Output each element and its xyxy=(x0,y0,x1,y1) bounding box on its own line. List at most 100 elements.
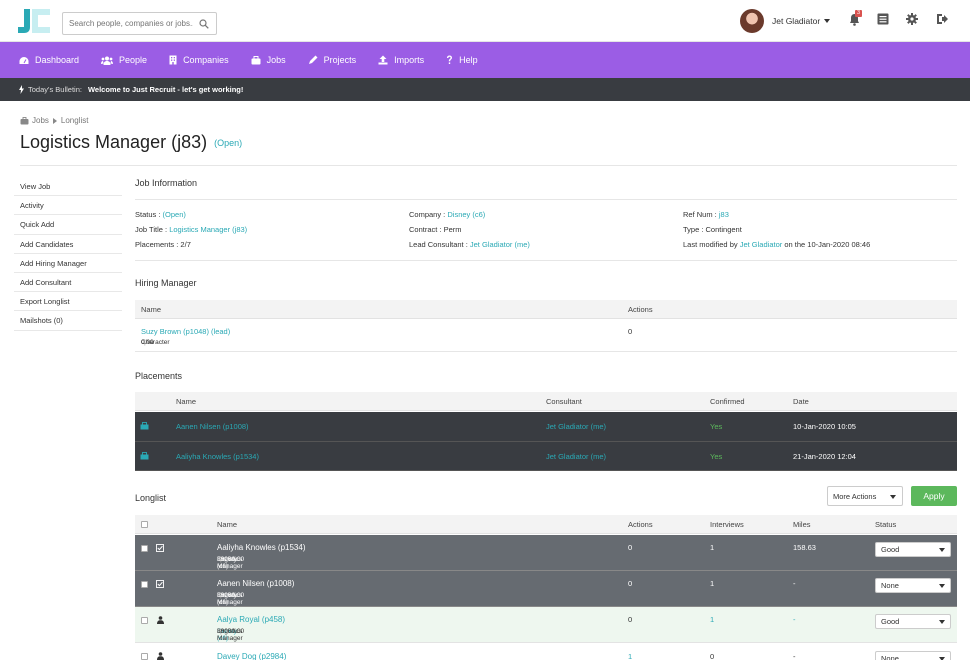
nav-help[interactable]: Help xyxy=(446,55,478,65)
chevron-down-icon xyxy=(939,657,945,660)
apply-button[interactable]: Apply xyxy=(911,486,957,506)
top-header: Jet Gladiator 3 xyxy=(0,0,970,42)
bulletin-label: Today's Bulletin: xyxy=(28,85,82,94)
divider xyxy=(135,260,957,261)
hiring-manager-link[interactable]: Suzy Brown (p1048) (lead) xyxy=(141,327,231,336)
candidate-name-link[interactable]: Aalya Royal (p458) xyxy=(217,615,286,624)
chevron-down-icon xyxy=(939,584,945,588)
candidate-miles: - xyxy=(793,615,796,624)
placement-name-link[interactable]: Aaliyha Knowles (p1534) xyxy=(176,452,259,461)
col-name: Name xyxy=(141,305,162,314)
status-select[interactable]: None xyxy=(875,578,951,593)
candidate-interviews[interactable]: 1 xyxy=(710,615,715,624)
search-input[interactable] xyxy=(63,13,193,34)
placement-name-link[interactable]: Aanen Nilsen (p1008) xyxy=(176,422,249,431)
job-info-col-3: Ref Num : j83 Type : Contingent Last mod… xyxy=(683,207,870,252)
nav-people[interactable]: People xyxy=(101,55,147,65)
chevron-right-icon xyxy=(52,117,57,124)
side-mailshots[interactable]: Mailshots (0) xyxy=(14,311,122,331)
candidate-role: Logistics Manager xyxy=(217,556,243,570)
divider xyxy=(135,199,957,200)
nav-projects[interactable]: Projects xyxy=(308,55,356,65)
just-recruit-logo[interactable] xyxy=(16,7,52,35)
nav-jobs[interactable]: Jobs xyxy=(251,55,286,65)
status-select[interactable]: Good xyxy=(875,542,951,557)
longlist-row: Aanen Nilsen (p1008) Disney (c6) | Logisti… xyxy=(135,571,957,607)
col-actions: Actions xyxy=(628,520,653,529)
candidate-name-link[interactable]: Aaliyha Knowles (p1534) xyxy=(217,543,306,552)
companies-icon xyxy=(169,55,177,65)
nav-imports[interactable]: Imports xyxy=(378,55,424,65)
lead-consultant-link[interactable]: Jet Gladiator (me) xyxy=(469,240,530,249)
global-search[interactable] xyxy=(62,12,217,35)
nav-dashboard[interactable]: Dashboard xyxy=(19,55,79,65)
row-checkbox[interactable] xyxy=(141,581,148,588)
candidate-company[interactable]: Disney (c6) xyxy=(217,592,237,606)
candidate-miles: - xyxy=(793,579,796,588)
row-checkbox[interactable] xyxy=(141,617,148,624)
more-actions-label: More Actions xyxy=(833,491,877,501)
checked-box-icon xyxy=(156,580,164,588)
job-info-col-1: Status : (Open) Job Title : Logistics Ma… xyxy=(135,207,247,252)
row-checkbox[interactable] xyxy=(141,653,148,660)
longlist-row: Aaliyha Knowles (p1534) Disney (c6) | Logi… xyxy=(135,535,957,571)
notifications-button[interactable]: 3 xyxy=(849,10,862,28)
user-name[interactable]: Jet Gladiator xyxy=(772,16,821,26)
placement-consultant-link[interactable]: Jet Gladiator (me) xyxy=(546,422,607,431)
imports-icon xyxy=(378,55,388,65)
placements-count: Placements : 2/7 xyxy=(135,240,191,249)
gear-icon xyxy=(906,13,918,25)
status-select[interactable]: Good xyxy=(875,614,951,629)
side-view-job[interactable]: View Job xyxy=(14,177,122,197)
side-add-candidates[interactable]: Add Candidates xyxy=(14,235,122,254)
character-value: 0.00 xyxy=(141,339,154,346)
placement-confirmed: Yes xyxy=(710,452,723,461)
search-icon[interactable] xyxy=(199,19,209,29)
user-menu[interactable]: Jet Gladiator xyxy=(740,9,831,33)
candidate-company[interactable]: Disney (c6) xyxy=(217,628,237,642)
nav-label: Dashboard xyxy=(35,55,80,65)
row-checkbox[interactable] xyxy=(141,545,148,552)
longlist-row: Davey Dog (p2984) 1 0 - None xyxy=(135,643,957,660)
dashboard-icon xyxy=(19,56,29,64)
candidate-name-link[interactable]: Davey Dog (p2984) xyxy=(217,652,287,660)
status-select[interactable]: None xyxy=(875,651,951,660)
settings-button[interactable] xyxy=(906,13,918,27)
tasks-button[interactable] xyxy=(877,13,889,27)
status-select-value: Good xyxy=(881,617,900,626)
side-add-hiring-manager[interactable]: Add Hiring Manager xyxy=(14,254,122,273)
candidate-interviews: 1 xyxy=(710,579,715,588)
status-select-value: None xyxy=(881,581,899,590)
lead-consultant-label: Lead Consultant : xyxy=(409,240,468,249)
nav-companies[interactable]: Companies xyxy=(169,55,229,65)
col-date: Date xyxy=(793,397,809,406)
job-title-link[interactable]: Logistics Manager (j83) xyxy=(169,225,248,234)
job-title-label: Job Title : xyxy=(135,225,168,234)
candidate-actions: 0 xyxy=(628,543,633,552)
side-export-longlist[interactable]: Export Longlist xyxy=(14,292,122,312)
more-actions-dropdown[interactable]: More Actions xyxy=(827,486,903,506)
logout-button[interactable] xyxy=(936,13,948,27)
candidate-name-link[interactable]: Aanen Nilsen (p1008) xyxy=(217,579,295,588)
side-activity[interactable]: Activity xyxy=(14,196,122,216)
bulletin-bar: Today's Bulletin: Welcome to Just Recrui… xyxy=(0,78,970,101)
side-quick-add[interactable]: Quick Add xyxy=(14,215,122,235)
placements-table-header: Name Consultant Confirmed Date xyxy=(135,392,957,411)
breadcrumb-jobs-link[interactable]: Jobs xyxy=(32,116,49,125)
avatar[interactable] xyxy=(740,9,764,33)
candidate-company[interactable]: Disney (c6) xyxy=(217,556,237,570)
candidate-miles: 158.63 xyxy=(793,543,816,552)
company-label: Company : xyxy=(409,210,446,219)
ref-num-link[interactable]: j83 xyxy=(718,210,729,219)
side-add-consultant[interactable]: Add Consultant xyxy=(14,273,122,293)
candidate-actions[interactable]: 1 xyxy=(628,652,633,660)
company-link[interactable]: Disney (c6) xyxy=(447,210,486,219)
modified-user-link[interactable]: Jet Gladiator xyxy=(739,240,783,249)
character-label: Character xyxy=(141,339,170,346)
longlist-row: Aalya Royal (p458) Disney (c6) | Logistics… xyxy=(135,607,957,643)
main-nav: Dashboard People Companies Jobs Projects… xyxy=(0,42,970,78)
select-all-checkbox[interactable] xyxy=(141,521,148,528)
col-consultant: Consultant xyxy=(546,397,582,406)
placement-consultant-link[interactable]: Jet Gladiator (me) xyxy=(546,452,607,461)
chevron-down-icon xyxy=(890,495,896,499)
